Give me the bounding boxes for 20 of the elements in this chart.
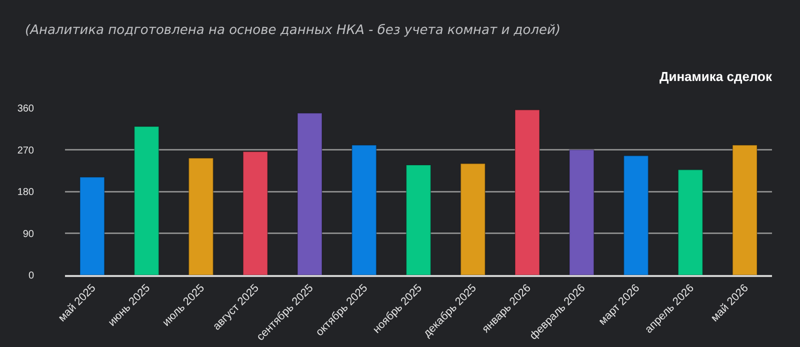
y-tick-label: 0 <box>28 270 34 282</box>
y-tick-label: 360 <box>17 104 34 114</box>
y-tick-label: 180 <box>17 187 34 198</box>
bar <box>188 158 214 275</box>
chart-title: Динамика сделок <box>659 68 772 84</box>
y-tick-label: 90 <box>22 228 34 240</box>
bar <box>351 144 377 275</box>
bar <box>406 164 432 275</box>
bar <box>568 149 594 275</box>
bar <box>134 126 160 275</box>
bar <box>623 155 649 275</box>
bar <box>460 163 486 275</box>
bar <box>514 109 540 275</box>
bar <box>732 144 758 275</box>
bar <box>79 176 105 275</box>
bar <box>678 169 704 275</box>
chart-subtitle: (Аналитика подготовлена на основе данных НКА - без учета комнат и долей) <box>25 23 561 38</box>
y-tick-label: 270 <box>17 145 34 156</box>
bar <box>242 151 268 275</box>
bar <box>296 112 322 275</box>
